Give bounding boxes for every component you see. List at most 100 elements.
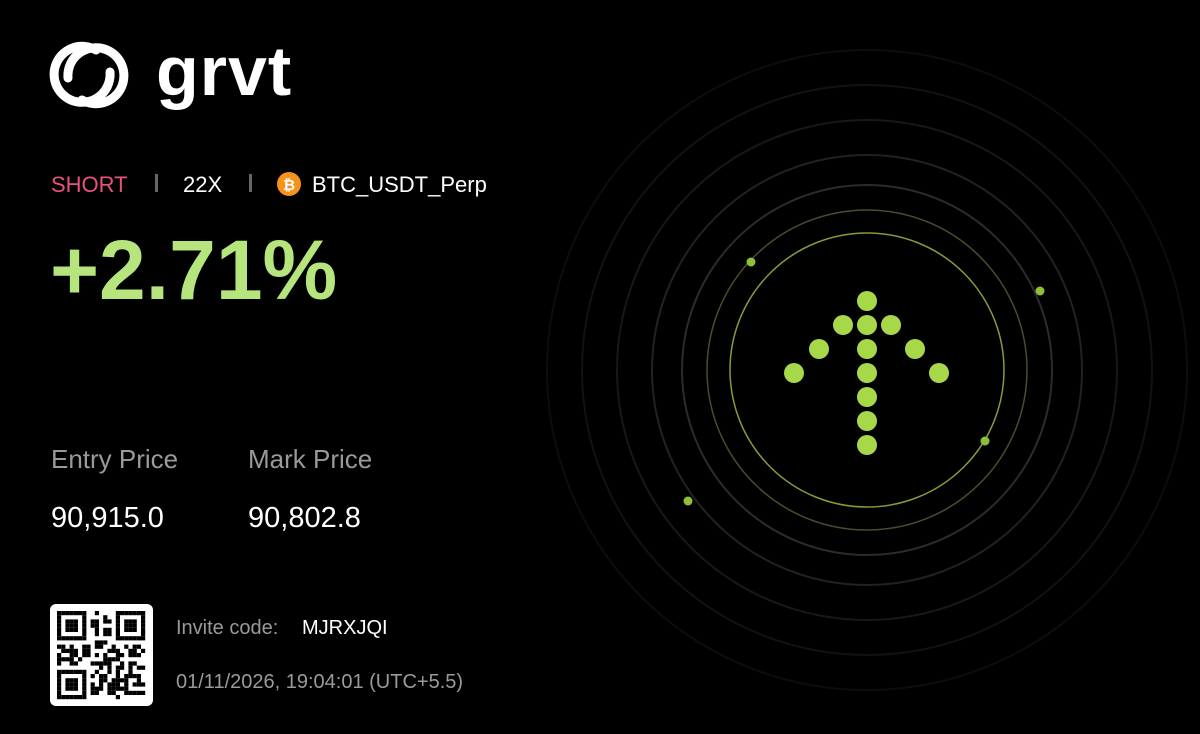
qr-module bbox=[69, 619, 74, 624]
qr-module bbox=[57, 661, 62, 666]
qr-module bbox=[111, 678, 116, 683]
qr-module bbox=[65, 669, 70, 674]
qr-module bbox=[136, 653, 141, 658]
qr-module bbox=[107, 657, 112, 662]
qr-module bbox=[90, 623, 95, 628]
qr-module bbox=[132, 619, 137, 624]
qr-module bbox=[120, 678, 125, 683]
qr-module bbox=[111, 644, 116, 649]
qr-module bbox=[57, 695, 62, 700]
qr-module bbox=[69, 648, 74, 653]
qr-module bbox=[115, 674, 120, 679]
qr-module bbox=[90, 661, 95, 666]
qr-module bbox=[103, 678, 108, 683]
mark-label: Mark Price bbox=[248, 444, 373, 474]
qr-module bbox=[65, 678, 70, 683]
invite-code: MJRXJQI bbox=[302, 617, 388, 639]
qr-module bbox=[120, 665, 125, 670]
qr-module bbox=[61, 636, 66, 641]
qr-module bbox=[136, 636, 141, 641]
qr-module bbox=[82, 674, 87, 679]
qr-module bbox=[107, 690, 112, 695]
qr-module bbox=[120, 653, 125, 658]
qr-pattern bbox=[57, 611, 146, 700]
qr-module bbox=[120, 686, 125, 691]
qr-module bbox=[115, 627, 120, 632]
qr-module bbox=[128, 669, 133, 674]
qr-module bbox=[107, 627, 112, 632]
qr-module bbox=[94, 669, 99, 674]
qr-module bbox=[124, 619, 129, 624]
pnl-percent: +2.71% bbox=[50, 223, 338, 317]
qr-module bbox=[128, 611, 133, 616]
qr-module bbox=[141, 615, 146, 620]
qr-module bbox=[69, 669, 74, 674]
qr-module bbox=[82, 678, 87, 683]
qr-module bbox=[57, 657, 62, 662]
arrow-icon bbox=[784, 291, 949, 455]
qr-module bbox=[128, 636, 133, 641]
qr-module bbox=[103, 640, 108, 645]
qr-module bbox=[115, 678, 120, 683]
qr-module bbox=[65, 657, 70, 662]
qr-module bbox=[141, 682, 146, 687]
qr-module bbox=[103, 632, 108, 637]
qr-module bbox=[82, 686, 87, 691]
qr-module bbox=[82, 627, 87, 632]
qr-module bbox=[65, 619, 70, 624]
qr-module bbox=[90, 686, 95, 691]
qr-module bbox=[94, 623, 99, 628]
qr-module bbox=[99, 661, 104, 666]
qr-module bbox=[69, 623, 74, 628]
symbol: BTC_USDT_Perp bbox=[312, 172, 487, 197]
qr-module bbox=[82, 648, 87, 653]
qr-module bbox=[107, 632, 112, 637]
qr-module bbox=[69, 627, 74, 632]
qr-module bbox=[136, 674, 141, 679]
qr-module bbox=[115, 615, 120, 620]
qr-module bbox=[57, 632, 62, 637]
qr-module bbox=[69, 644, 74, 649]
qr-module bbox=[111, 682, 116, 687]
qr-module bbox=[132, 623, 137, 628]
qr-module bbox=[90, 674, 95, 679]
qr-module bbox=[115, 632, 120, 637]
qr-module bbox=[115, 686, 120, 691]
qr-module bbox=[132, 674, 137, 679]
qr-module bbox=[82, 682, 87, 687]
qr-module bbox=[124, 644, 129, 649]
qr-module bbox=[128, 661, 133, 666]
qr-module bbox=[132, 690, 137, 695]
qr-module bbox=[73, 648, 78, 653]
qr-module bbox=[111, 686, 116, 691]
qr-module bbox=[94, 627, 99, 632]
qr-module bbox=[107, 619, 112, 624]
qr-module bbox=[57, 682, 62, 687]
qr-module bbox=[136, 611, 141, 616]
qr-module bbox=[57, 674, 62, 679]
qr-module bbox=[82, 669, 87, 674]
qr-module bbox=[57, 686, 62, 691]
qr-module bbox=[115, 611, 120, 616]
qr-module bbox=[132, 661, 137, 666]
qr-module bbox=[128, 627, 133, 632]
qr-module bbox=[57, 678, 62, 683]
qr-module bbox=[132, 648, 137, 653]
qr-module bbox=[141, 632, 146, 637]
qr-module bbox=[73, 682, 78, 687]
qr-module bbox=[99, 674, 104, 679]
qr-module bbox=[94, 632, 99, 637]
qr-module bbox=[73, 686, 78, 691]
qr-module bbox=[57, 644, 62, 649]
qr-module bbox=[99, 644, 104, 649]
qr-module bbox=[132, 627, 137, 632]
qr-module bbox=[103, 653, 108, 658]
qr-module bbox=[61, 657, 66, 662]
qr-module bbox=[61, 695, 66, 700]
qr-module bbox=[136, 644, 141, 649]
qr-module bbox=[124, 686, 129, 691]
qr-module bbox=[73, 627, 78, 632]
qr-module bbox=[69, 661, 74, 666]
qr-module bbox=[120, 661, 125, 666]
qr-module bbox=[61, 648, 66, 653]
